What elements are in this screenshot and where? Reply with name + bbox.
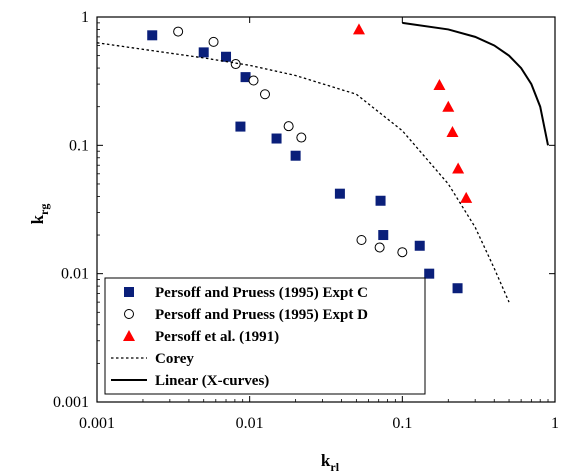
legend: Persoff and Pruess (1995) Expt C Persoff … bbox=[104, 277, 426, 395]
data-point bbox=[433, 79, 446, 91]
data-point bbox=[147, 30, 158, 41]
data-point bbox=[198, 47, 209, 58]
axis-ticks: 0.001 0.01 0.1 1 0.001 0.01 0.1 1 bbox=[53, 9, 559, 432]
data-point bbox=[356, 234, 367, 245]
series-line bbox=[96, 42, 510, 303]
data-point bbox=[296, 132, 307, 143]
legend-swatch bbox=[124, 287, 134, 297]
data-point bbox=[271, 133, 282, 144]
data-point bbox=[259, 89, 270, 100]
data-point bbox=[424, 268, 435, 279]
series-2 bbox=[352, 23, 473, 203]
legend-box bbox=[104, 277, 426, 395]
data-point bbox=[240, 72, 251, 83]
data-point bbox=[235, 121, 246, 132]
legend-swatch bbox=[124, 309, 134, 319]
x-tick-label: 0.001 bbox=[79, 415, 115, 432]
series-4 bbox=[402, 21, 549, 146]
y-axis-label: krg bbox=[28, 204, 51, 225]
data-point bbox=[290, 150, 301, 161]
data-point bbox=[173, 26, 184, 37]
data-point bbox=[446, 126, 459, 138]
x-tick-label: 0.01 bbox=[236, 415, 264, 432]
data-point bbox=[248, 75, 259, 86]
data-point bbox=[208, 36, 219, 47]
data-point bbox=[374, 242, 385, 253]
x-axis-label: krl bbox=[321, 451, 340, 474]
y-tick-label: 1 bbox=[81, 9, 89, 26]
legend-label: Corey bbox=[155, 351, 194, 367]
legend-label: Persoff and Pruess (1995) Expt D bbox=[155, 307, 368, 323]
x-tick-label: 1 bbox=[551, 415, 559, 432]
data-point bbox=[452, 162, 465, 174]
legend-label: Persoff and Pruess (1995) Expt C bbox=[155, 285, 368, 301]
data-point bbox=[452, 283, 463, 294]
y-tick-label: 0.001 bbox=[53, 394, 89, 411]
data-point bbox=[283, 121, 294, 132]
data-point bbox=[352, 23, 365, 35]
y-tick-label: 0.01 bbox=[61, 266, 89, 283]
data-point bbox=[334, 188, 345, 199]
y-tick-label: 0.1 bbox=[69, 137, 89, 154]
data-point bbox=[230, 59, 241, 70]
x-tick-label: 0.1 bbox=[392, 415, 412, 432]
series-line bbox=[402, 21, 549, 146]
plot-frame bbox=[96, 16, 556, 403]
data-point bbox=[460, 191, 473, 203]
data-point bbox=[414, 240, 425, 251]
data-point bbox=[221, 51, 232, 62]
series-1 bbox=[173, 26, 408, 258]
series-3 bbox=[96, 42, 510, 303]
data-point bbox=[375, 195, 386, 206]
legend-label: Persoff et al. (1991) bbox=[155, 329, 279, 345]
legend-label: Linear (X-curves) bbox=[155, 373, 269, 389]
series-layer bbox=[96, 21, 549, 303]
series-0 bbox=[147, 30, 463, 294]
data-point bbox=[397, 247, 408, 258]
legend-swatch bbox=[123, 330, 135, 341]
data-point bbox=[378, 230, 389, 241]
data-point bbox=[442, 100, 455, 112]
